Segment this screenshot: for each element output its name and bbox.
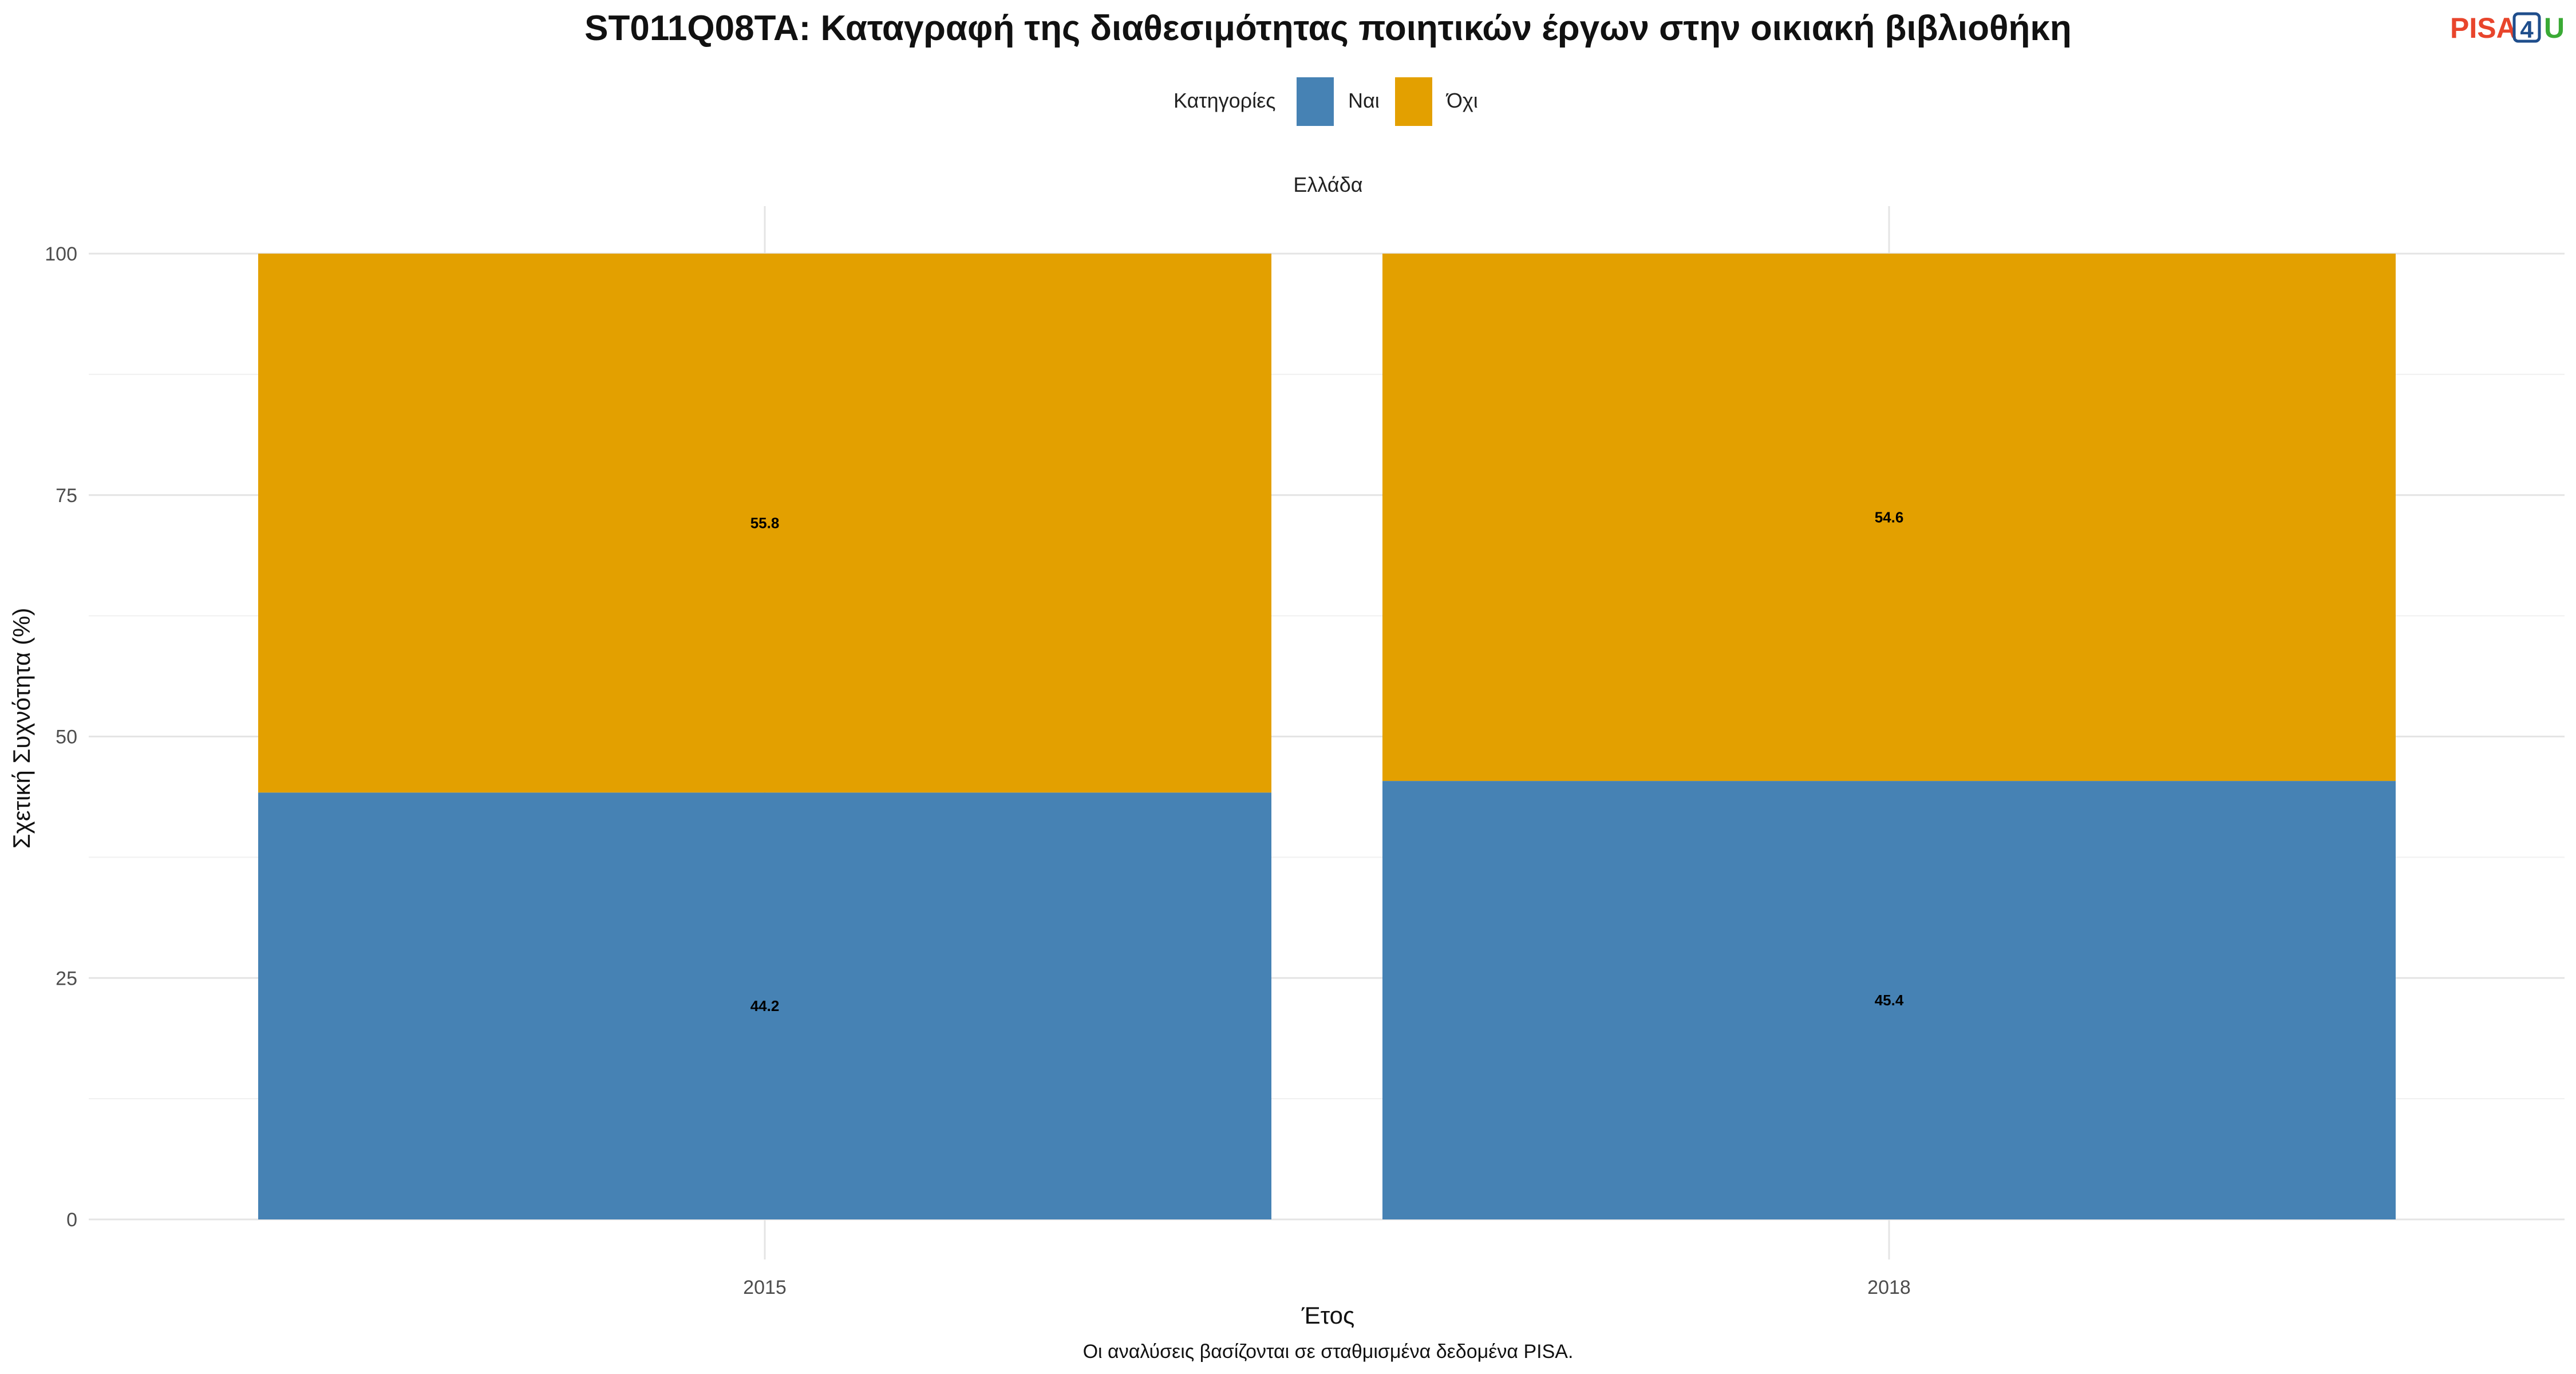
bar-value-label-2015-nai: 44.2 xyxy=(750,997,780,1014)
y-axis-ticks: 0 25 50 75 100 xyxy=(45,243,77,1231)
bar-2015-nai xyxy=(258,792,1271,1219)
y-tick-label: 50 xyxy=(56,727,77,748)
facet-label: Ελλάδα xyxy=(1293,173,1362,196)
y-axis-title: Σχετική Συχνότητα (%) xyxy=(8,608,35,849)
x-tick-label: 2018 xyxy=(1867,1277,1911,1298)
bar-2015-ochi xyxy=(258,254,1271,793)
y-tick-label: 0 xyxy=(66,1209,77,1231)
y-tick-label: 25 xyxy=(56,968,77,989)
bar-value-label-2018-ochi: 54.6 xyxy=(1875,509,1904,526)
legend: Κατηγορίες Ναι Όχι xyxy=(1174,77,1478,126)
bar-labels-layer: 44.2 55.8 45.4 54.6 xyxy=(750,509,1904,1015)
logo-text-main: PISA xyxy=(2450,12,2517,44)
legend-title: Κατηγορίες xyxy=(1174,89,1276,112)
legend-key-ochi xyxy=(1395,77,1432,126)
x-axis-title: Έτος xyxy=(1301,1302,1355,1329)
y-tick-label: 75 xyxy=(56,485,77,507)
logo-digit: 4 xyxy=(2520,16,2534,43)
x-axis-ticks: 2015 2018 xyxy=(743,1277,1911,1298)
logo-text-end: U xyxy=(2544,12,2565,44)
x-tick-label: 2015 xyxy=(743,1277,787,1298)
bar-2018-nai xyxy=(1382,781,2396,1219)
chart-caption: Οι αναλύσεις βασίζονται σε σταθμισμένα δ… xyxy=(1083,1341,1574,1363)
pisa4u-logo: PISA 4 U xyxy=(2450,12,2565,44)
svg-text:PISA: PISA xyxy=(2450,12,2517,44)
legend-key-nai xyxy=(1297,77,1334,126)
chart-title: ST011Q08TA: Καταγραφή της διαθεσιμότητας… xyxy=(584,9,2072,48)
bar-value-label-2015-ochi: 55.8 xyxy=(750,515,780,532)
y-tick-label: 100 xyxy=(45,243,77,265)
bars-layer xyxy=(258,254,2396,1219)
legend-label-nai: Ναι xyxy=(1348,89,1380,112)
logo-digit-box xyxy=(2512,12,2541,43)
bar-value-label-2018-nai: 45.4 xyxy=(1875,992,1904,1009)
legend-label-ochi: Όχι xyxy=(1445,89,1478,112)
bar-2018-ochi xyxy=(1382,254,2396,781)
